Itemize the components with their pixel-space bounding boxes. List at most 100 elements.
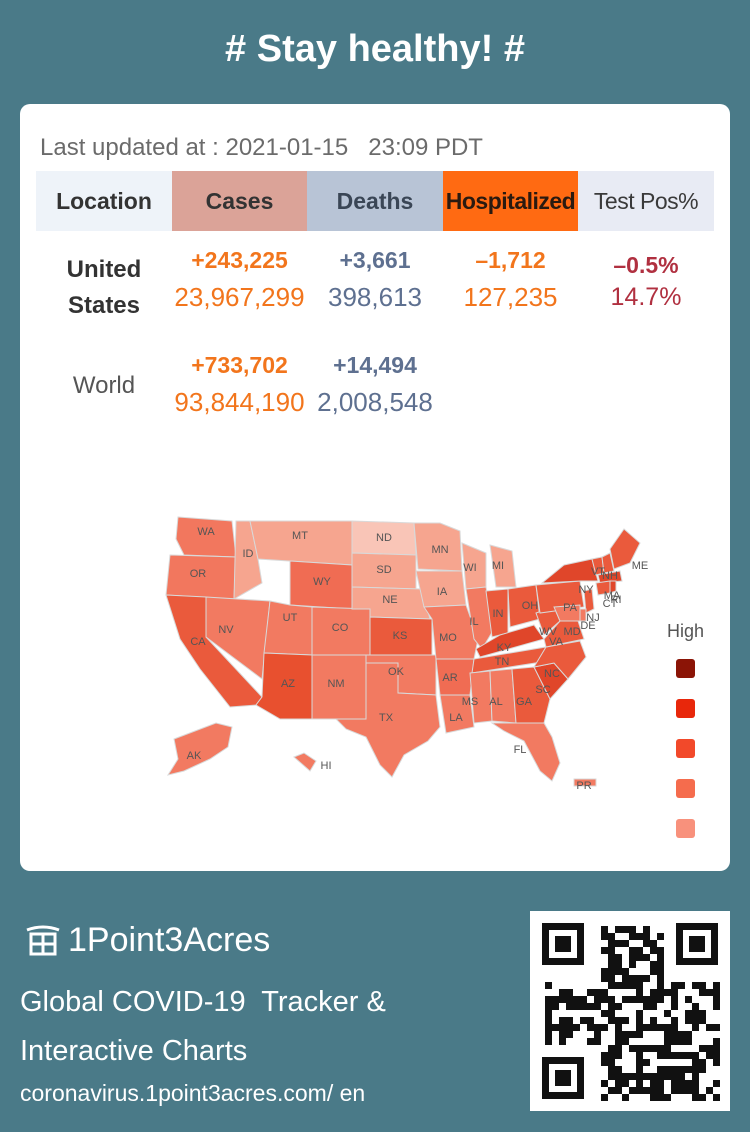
state-label-VT: VT	[591, 566, 605, 578]
state-label-AR: AR	[442, 672, 457, 684]
location-line-2: States	[67, 292, 141, 319]
state-label-RI: RI	[611, 594, 622, 606]
state-NH[interactable]	[601, 552, 615, 574]
state-MD[interactable]	[553, 604, 581, 622]
state-label-TN: TN	[495, 656, 510, 668]
legend-swatch-2	[676, 699, 695, 718]
state-label-WV: WV	[539, 626, 557, 638]
state-label-IA: IA	[437, 586, 448, 598]
state-label-MI: MI	[492, 560, 504, 572]
state-label-ME: ME	[632, 560, 649, 572]
us-deaths-delta: +3,661	[339, 247, 411, 273]
state-label-FL: FL	[514, 744, 527, 756]
legend-swatch-5	[676, 819, 695, 838]
header-hospitalized[interactable]: Hospitalized	[443, 171, 578, 231]
world-deaths-delta: +14,494	[333, 352, 417, 378]
state-RI[interactable]	[609, 580, 617, 594]
qr-code-icon	[540, 921, 720, 1101]
stats-card: Last updated at : 2021-01-15 23:09 PDT L…	[20, 104, 730, 871]
state-NV[interactable]	[205, 596, 271, 680]
state-MA[interactable]	[597, 570, 623, 584]
tagline: Global COVID-19 Tracker & Interactive Ch…	[20, 986, 386, 1067]
us-test-total: 14.7%	[610, 283, 682, 311]
state-LA[interactable]	[439, 694, 475, 734]
last-updated-text: Last updated at : 2021-01-15 23:09 PDT	[40, 134, 483, 161]
state-label-NE: NE	[382, 594, 397, 606]
state-PA[interactable]	[535, 580, 585, 614]
state-label-IN: IN	[493, 608, 504, 620]
state-label-NJ: NJ	[586, 612, 599, 624]
state-label-ID: ID	[243, 548, 254, 560]
state-label-WY: WY	[313, 576, 331, 588]
header-cases[interactable]: Cases	[172, 171, 307, 231]
state-label-AZ: AZ	[281, 678, 295, 690]
legend-title: High	[667, 621, 705, 641]
state-label-GA: GA	[516, 696, 533, 708]
legend-swatch-4	[676, 779, 695, 798]
state-label-NM: NM	[327, 678, 344, 690]
state-label-SD: SD	[376, 564, 391, 576]
us-cases-total: 23,967,299	[174, 282, 305, 312]
state-AK[interactable]	[166, 722, 233, 776]
state-label-NV: NV	[218, 624, 234, 636]
world-cases-delta: +733,702	[191, 352, 288, 378]
state-label-SC: SC	[535, 684, 550, 696]
state-label-MD: MD	[563, 626, 580, 638]
state-label-AL: AL	[489, 696, 502, 708]
state-ID[interactable]	[233, 520, 263, 600]
world-cases-total: 93,844,190	[174, 387, 305, 417]
world-cases-cell: +733,702 93,844,190	[170, 352, 309, 418]
state-FL[interactable]	[490, 722, 561, 782]
state-NY[interactable]	[540, 558, 599, 584]
us-cases-delta: +243,225	[191, 247, 288, 273]
state-label-NH: NH	[602, 570, 618, 582]
state-label-AK: AK	[187, 750, 202, 762]
qr-code[interactable]	[530, 911, 730, 1111]
state-label-OK: OK	[388, 666, 405, 678]
state-label-IL: IL	[469, 616, 478, 628]
state-label-NY: NY	[578, 584, 594, 596]
us-choropleth-map[interactable]: WA OR CA ID NV MT WY UT AZ CO NM ND SD NE KS OK TX MN IA MO…	[140, 509, 680, 799]
state-label-OH: OH	[522, 600, 539, 612]
header-deaths[interactable]: Deaths	[307, 171, 443, 231]
state-label-MN: MN	[431, 544, 448, 556]
state-ME[interactable]	[609, 528, 641, 570]
state-label-PR: PR	[576, 780, 591, 792]
brand[interactable]: 1Point3Acres	[22, 920, 270, 960]
state-NC[interactable]	[532, 640, 587, 680]
us-deaths-total: 398,613	[328, 282, 422, 312]
us-hosp-cell: –1,712 127,235	[443, 247, 578, 313]
world-deaths-total: 2,008,548	[317, 387, 433, 417]
state-MN[interactable]	[413, 522, 463, 572]
us-test-cell: –0.5% 14.7%	[578, 252, 714, 312]
location-line-1: United	[66, 256, 142, 283]
state-NJ[interactable]	[583, 588, 595, 614]
site-url[interactable]: coronavirus.1point3acres.com/ en	[20, 1080, 366, 1106]
legend-swatch-3	[676, 739, 695, 758]
state-VA[interactable]	[543, 620, 585, 648]
state-label-ND: ND	[376, 532, 392, 544]
location-united-states: United States	[48, 252, 160, 324]
state-MT[interactable]	[249, 520, 353, 566]
state-label-KS: KS	[393, 630, 408, 642]
state-label-WA: WA	[197, 526, 215, 538]
state-label-MO: MO	[439, 632, 457, 644]
header-test-pos[interactable]: Test Pos%	[578, 171, 714, 231]
state-MI[interactable]	[489, 544, 517, 588]
state-TX[interactable]	[334, 662, 441, 778]
state-KY[interactable]	[475, 624, 545, 658]
world-deaths-cell: +14,494 2,008,548	[305, 352, 445, 418]
state-HI[interactable]	[293, 752, 317, 772]
state-label-WI: WI	[463, 562, 476, 574]
state-PR[interactable]	[573, 778, 597, 787]
state-label-PA: PA	[563, 602, 578, 614]
brand-logo-icon	[26, 925, 60, 956]
state-label-UT: UT	[283, 612, 298, 624]
state-label-MA: MA	[604, 590, 621, 602]
header-location[interactable]: Location	[36, 171, 172, 231]
state-UT[interactable]	[263, 600, 313, 656]
legend-swatch-1	[676, 659, 695, 678]
us-test-delta: –0.5%	[613, 252, 679, 278]
state-label-CT: CT	[603, 598, 618, 610]
location-world: World	[72, 372, 136, 399]
